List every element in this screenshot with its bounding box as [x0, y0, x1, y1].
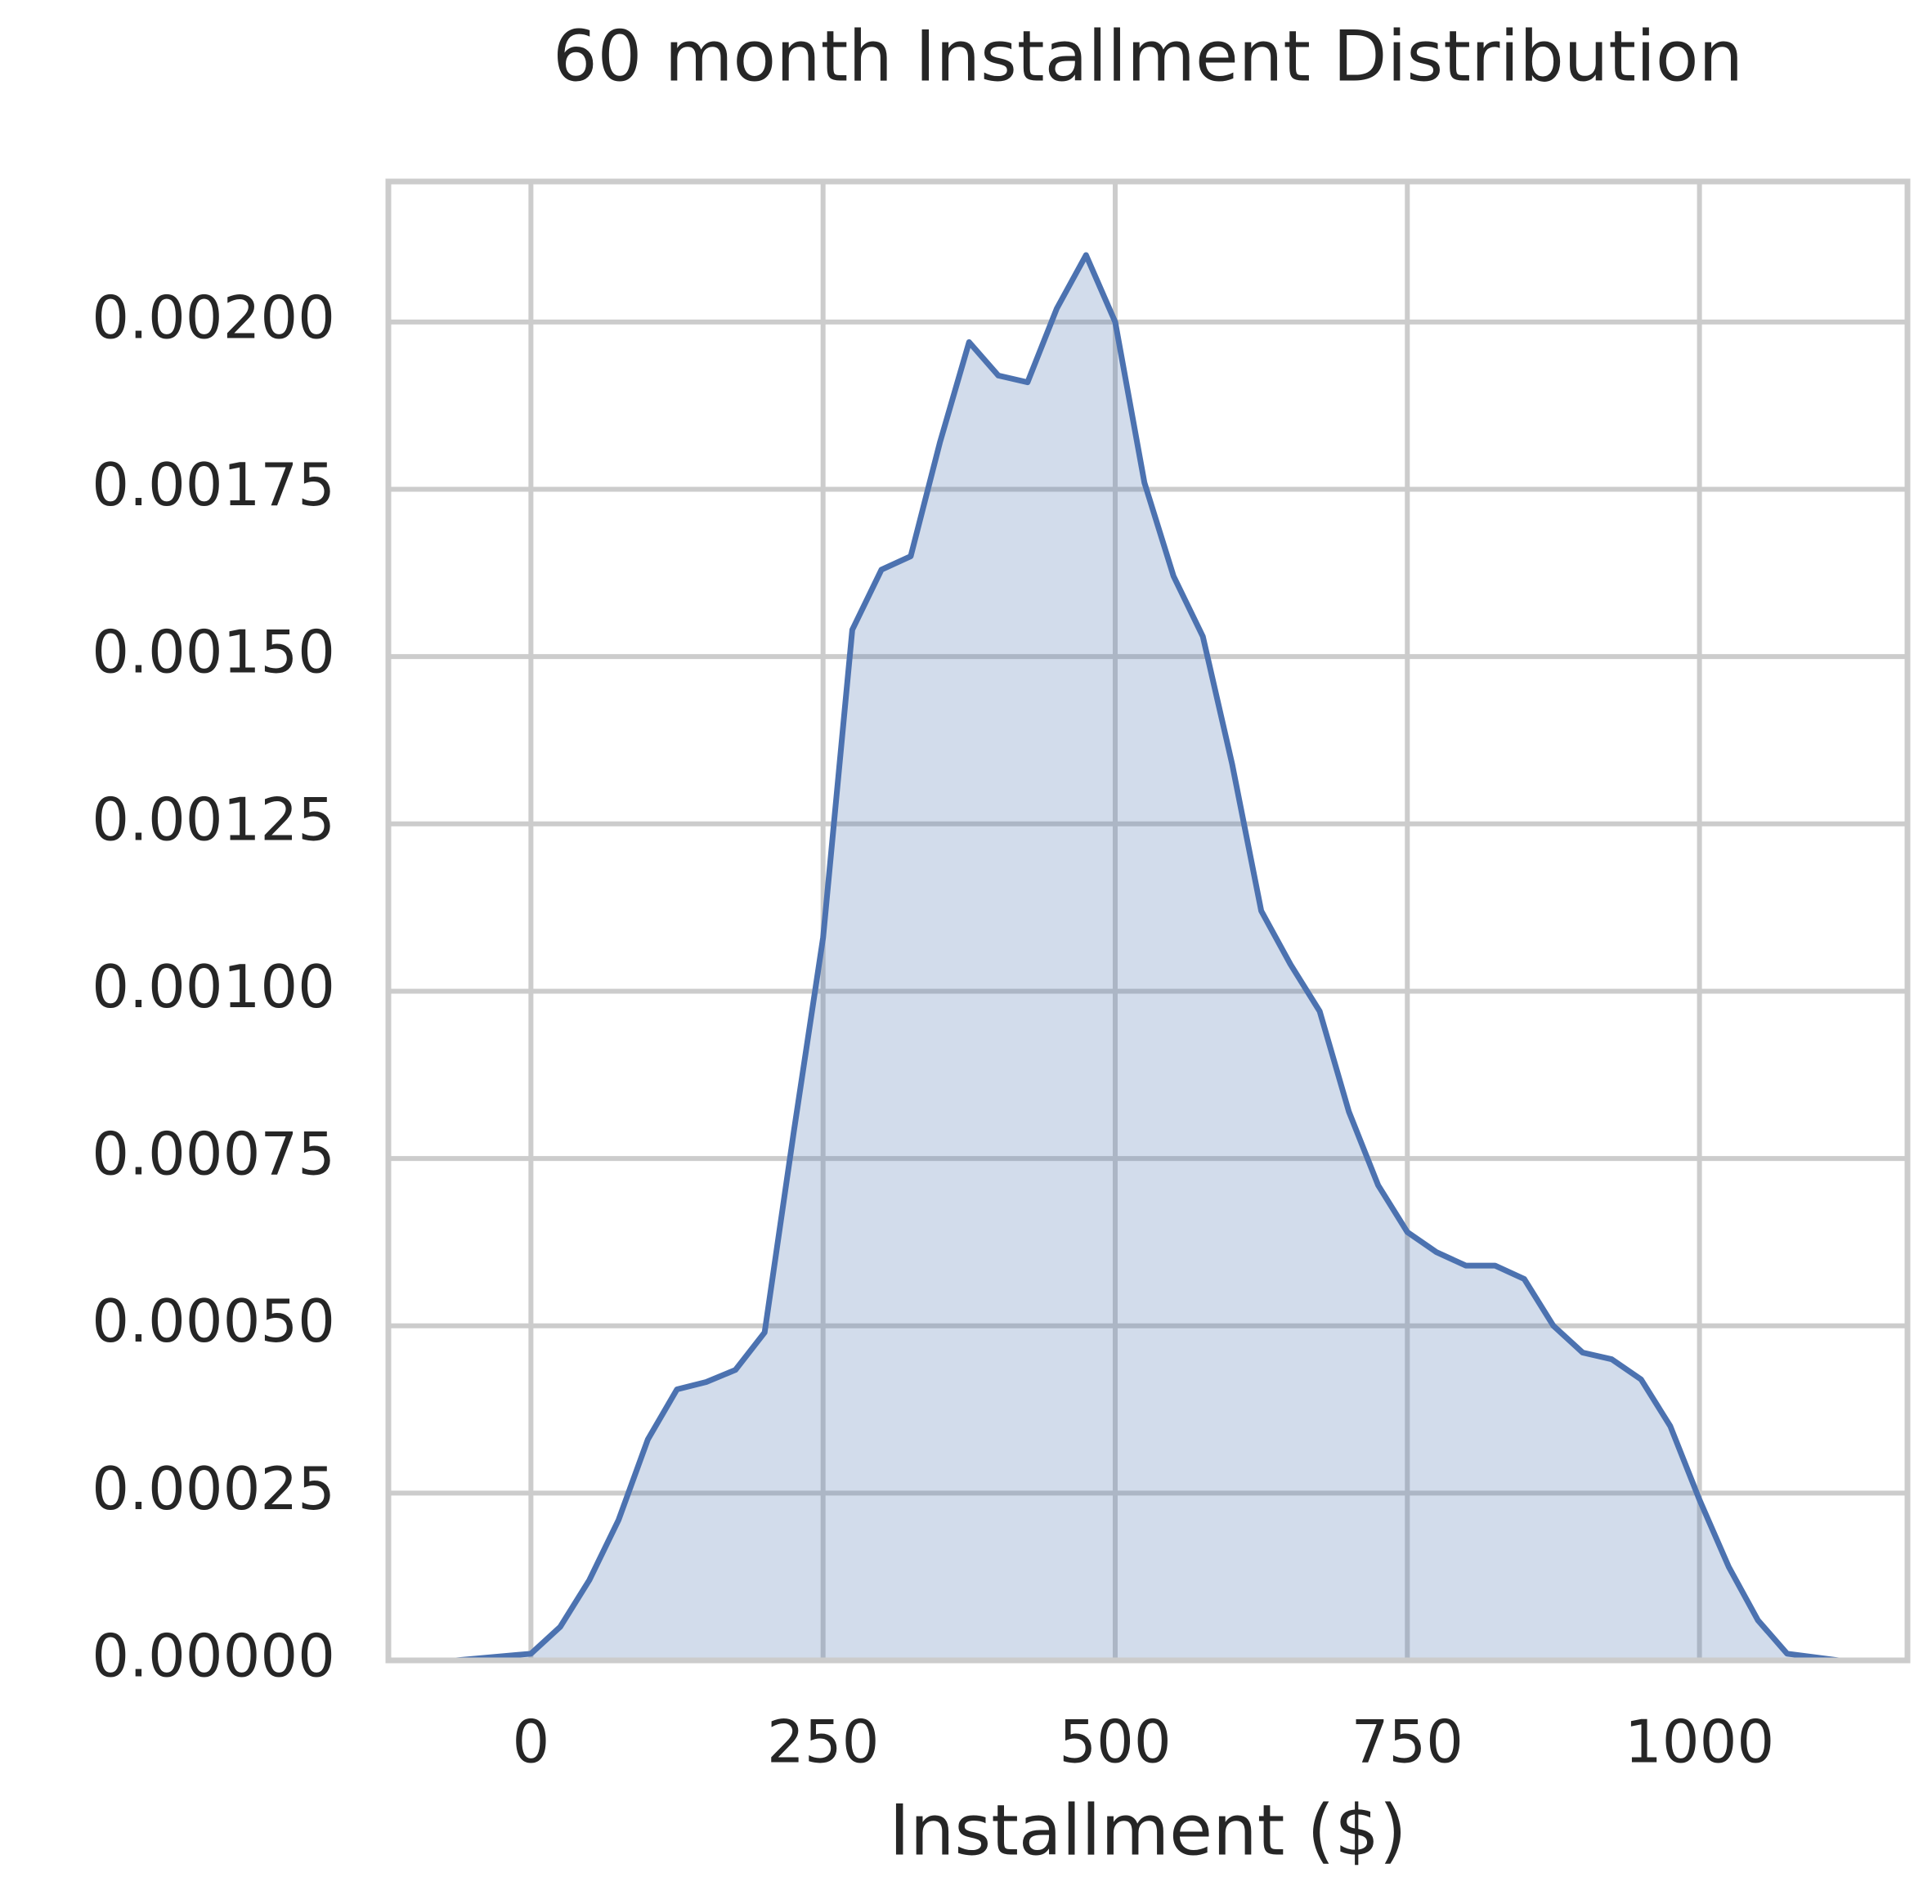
- y-tick-label: 0.00050: [92, 1287, 335, 1355]
- y-tick-label: 0.00150: [92, 618, 335, 687]
- density-line: [455, 252, 1840, 1664]
- y-tick-label: 0.00000: [92, 1622, 335, 1691]
- x-tick-label: 500: [1059, 1708, 1171, 1776]
- x-tick-label: 1000: [1625, 1708, 1774, 1776]
- plot-frame: [385, 178, 1911, 1664]
- y-tick-label: 0.00175: [92, 450, 335, 519]
- density-area: [455, 255, 1839, 1660]
- chart-title: 60 month Installment Distribution: [553, 16, 1743, 97]
- y-tick-label: 0.00075: [92, 1120, 335, 1189]
- y-tick-label: 0.00200: [92, 283, 335, 352]
- x-tick-label: 0: [512, 1708, 549, 1776]
- y-tick-label: 0.00025: [92, 1454, 335, 1523]
- x-tick-label: 250: [767, 1708, 879, 1776]
- x-axis-label: Installment ($): [890, 1790, 1407, 1871]
- y-tick-label: 0.00100: [92, 952, 335, 1021]
- y-tick-label: 0.00125: [92, 785, 335, 853]
- x-tick-label: 750: [1352, 1708, 1464, 1776]
